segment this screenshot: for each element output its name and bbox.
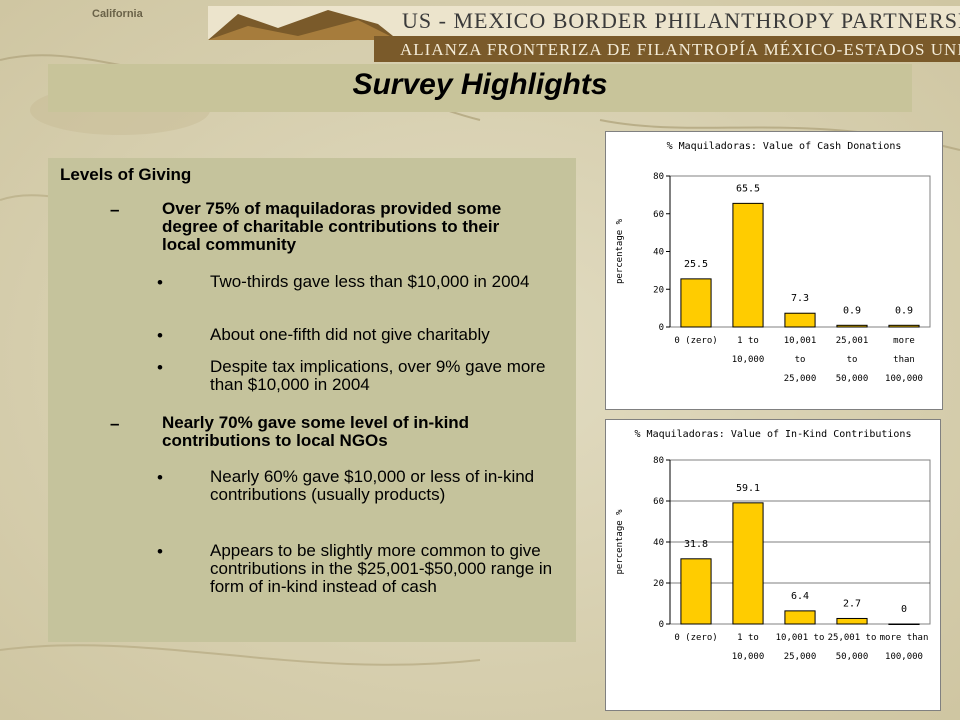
chart-title: % Maquiladoras: Value of In-Kind Contrib… [635, 429, 912, 440]
bar [836, 617, 868, 625]
data-label: 0.9 [843, 305, 861, 316]
data-label: 0 [901, 604, 907, 615]
y-tick-label: 0 [659, 620, 664, 630]
category-label: 50,000 [836, 374, 869, 384]
y-tick-label: 60 [653, 210, 664, 220]
cash-donations-chart: % Maquiladoras: Value of Cash Donations 0… [605, 131, 943, 410]
page-title: Survey Highlights [352, 68, 608, 101]
data-label: 31.8 [684, 539, 708, 550]
header-logo-banner [208, 6, 960, 40]
point-2: Nearly 70% gave some level of in-kind co… [162, 413, 470, 450]
category-label: 100,000 [885, 652, 923, 662]
plot-area [669, 175, 931, 328]
category-label: 10,000 [732, 355, 765, 365]
category-label: 0 (zero) [674, 633, 717, 643]
bullet-marker: • [157, 326, 163, 345]
title-bar [48, 64, 912, 112]
y-tick-label: 20 [653, 579, 664, 589]
y-tick-label: 80 [653, 172, 664, 182]
bullet-marker: • [157, 542, 163, 561]
point-2-sub-2: Appears to be slightly more common to gi… [210, 541, 553, 596]
point-1-sub-2: About one-fifth did not give charitably [210, 325, 490, 344]
category-label: 50,000 [836, 652, 869, 662]
category-label: 25,000 [784, 652, 817, 662]
data-label: 6.4 [791, 591, 809, 602]
category-label: 10,000 [732, 652, 765, 662]
section-heading: Levels of Giving [60, 165, 192, 184]
category-label: 10,001 [784, 336, 817, 346]
y-axis-label: percentage % [615, 218, 625, 284]
chart-title: % Maquiladoras: Value of Cash Donations [667, 141, 902, 152]
bullet-marker: • [157, 358, 163, 377]
y-tick-label: 40 [653, 538, 664, 548]
bar [680, 558, 712, 625]
header-title: US - MEXICO BORDER PHILANTHROPY PARTNERS… [402, 8, 960, 33]
category-label: more [893, 336, 915, 346]
category-label: 0 (zero) [674, 336, 717, 346]
category-label: to [795, 355, 806, 365]
bar [784, 312, 816, 328]
category-label: to [847, 355, 858, 365]
bar [732, 502, 764, 625]
point-1-sub-1: Two-thirds gave less than $10,000 in 200… [210, 272, 530, 291]
category-label: more than [880, 633, 929, 643]
category-label: 25,000 [784, 374, 817, 384]
y-axis-label: percentage % [615, 509, 625, 575]
bullet-marker: • [157, 273, 163, 292]
content-panel [48, 158, 576, 642]
point-1: Over 75% of maquiladoras provided some d… [162, 199, 502, 254]
data-label: 2.7 [843, 598, 861, 609]
data-label: 59.1 [736, 483, 760, 494]
bar [784, 610, 816, 625]
point-1-sub-3: Despite tax implications, over 9% gave m… [210, 357, 546, 394]
category-label: 1 to [737, 336, 759, 346]
category-label: 25,001 [836, 336, 869, 346]
dash-marker: – [110, 414, 120, 433]
y-tick-label: 20 [653, 285, 664, 295]
y-tick-label: 60 [653, 497, 664, 507]
data-label: 25.5 [684, 259, 708, 270]
data-label: 65.5 [736, 183, 760, 194]
dash-marker: – [110, 200, 120, 219]
data-label: 0.9 [895, 305, 913, 316]
map-label: California [92, 8, 143, 20]
bullet-marker: • [157, 468, 163, 487]
category-label: 100,000 [885, 374, 923, 384]
header-subtitle: ALIANZA FRONTERIZA DE FILANTROPÍA MÉXICO… [400, 40, 960, 59]
category-label: 1 to [737, 633, 759, 643]
y-tick-label: 40 [653, 248, 664, 258]
category-label: 10,001 to [776, 633, 825, 643]
bar [836, 324, 868, 328]
bar [732, 202, 764, 328]
point-2-sub-1: Nearly 60% gave $10,000 or less of in-ki… [210, 467, 535, 504]
in-kind-contributions-chart: % Maquiladoras: Value of In-Kind Contrib… [605, 419, 941, 711]
y-tick-label: 0 [659, 323, 664, 333]
y-tick-label: 80 [653, 456, 664, 466]
category-label: 25,001 to [828, 633, 877, 643]
bar [680, 278, 712, 328]
category-label: than [893, 355, 915, 365]
data-label: 7.3 [791, 293, 809, 304]
bar [888, 623, 920, 625]
header-subtitle-bar [374, 36, 960, 62]
bar [888, 324, 920, 328]
